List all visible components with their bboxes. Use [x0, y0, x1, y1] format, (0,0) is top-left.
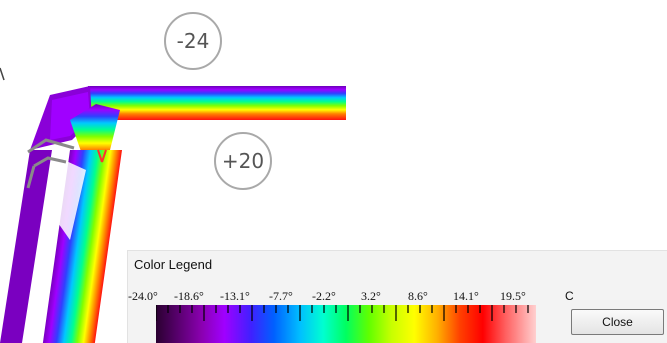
- drip-mark: [97, 149, 107, 163]
- wall-left-edge: [0, 150, 52, 343]
- outside-temperature-badge: -24: [164, 12, 222, 70]
- legend-tick-label: -24.0°: [128, 289, 158, 303]
- legend-colorbar: [156, 305, 536, 343]
- legend-tick-label: 19.5°: [500, 289, 526, 303]
- gutter-bracket: [26, 138, 75, 189]
- color-legend-panel: Color Legend -24.0° -18.6° -13.1° -7.7° …: [127, 250, 667, 343]
- corner-core: [70, 104, 120, 160]
- legend-unit-label: C: [565, 289, 574, 303]
- legend-tick-label: 3.2°: [361, 289, 381, 303]
- legend-tick-label: -18.6°: [174, 289, 204, 303]
- inside-temperature-badge: +20: [214, 132, 272, 190]
- legend-tick-label: -2.2°: [312, 289, 336, 303]
- frame-edge: [0, 67, 5, 81]
- roof-slab: [88, 86, 346, 120]
- legend-title: Color Legend: [134, 257, 213, 272]
- legend-tick-label: -7.7°: [269, 289, 293, 303]
- wall-inner-white: [56, 160, 86, 240]
- close-button[interactable]: Close: [571, 309, 664, 335]
- legend-tick-label: -13.1°: [220, 289, 250, 303]
- legend-tick-label: 8.6°: [408, 289, 428, 303]
- legend-tick-label: 14.1°: [453, 289, 479, 303]
- parapet-inner: [50, 92, 90, 140]
- slanted-wall: [41, 150, 122, 343]
- legend-colorbar-ticks: [156, 305, 529, 321]
